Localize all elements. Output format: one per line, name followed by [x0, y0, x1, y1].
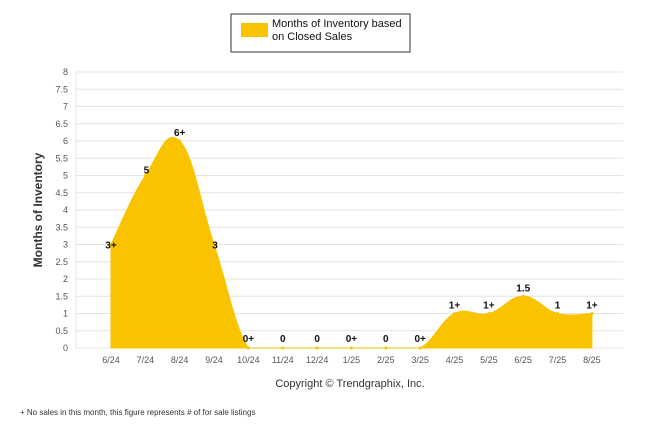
data-point-11/24	[281, 346, 285, 350]
y-tick-label: 6	[63, 136, 68, 146]
y-tick-label: 1	[63, 309, 68, 319]
data-point-8/24	[178, 139, 182, 143]
data-labels: 3+ 5 6+ 3 0+ 0 0 0+ 0 0+ 1+ 1+ 1.5 1 1+	[105, 128, 597, 345]
y-tick-label: 2.5	[55, 257, 68, 267]
y-tick-label: 7	[63, 102, 68, 112]
x-tick-label: 7/24	[137, 355, 155, 365]
data-label: 5	[144, 166, 150, 177]
y-tick-label: 7.5	[55, 84, 68, 94]
y-tick-label: 3	[63, 240, 68, 250]
data-point-7/25	[556, 312, 560, 315]
data-label: 6+	[174, 128, 186, 139]
x-tick-label: 4/25	[446, 355, 464, 365]
data-label: 1.5	[516, 283, 530, 294]
x-tick-label: 1/25	[343, 355, 361, 365]
data-point-6/24	[109, 243, 113, 246]
x-tick-label: 11/24	[272, 355, 294, 365]
y-tick-label: 6.5	[55, 119, 68, 129]
data-point-10/24	[246, 346, 250, 350]
data-label: 0	[280, 334, 286, 345]
area-fill	[110, 136, 593, 349]
y-tick-label: 3.5	[55, 222, 68, 232]
x-tick-label: 3/25	[411, 355, 429, 365]
y-tick-label: 8	[63, 67, 68, 77]
data-point-1/25	[349, 346, 353, 350]
y-tick-label: 0.5	[55, 326, 68, 336]
data-point-12/24	[315, 346, 319, 350]
y-tick-label: 1.5	[55, 291, 68, 301]
x-tick-label: 6/25	[514, 355, 532, 365]
x-tick-label: 9/24	[205, 355, 223, 365]
y-tick-label: 5	[63, 171, 68, 181]
data-label: 1+	[449, 301, 461, 312]
x-tick-label: 10/24	[237, 355, 260, 365]
y-axis-title: Months of Inventory	[31, 152, 45, 267]
x-tick-label: 5/25	[480, 355, 498, 365]
data-point-3/25	[418, 346, 422, 350]
x-tick-label: 2/25	[377, 355, 395, 365]
y-tick-label: 0	[63, 343, 68, 353]
legend: Months of Inventory based on Closed Sale…	[230, 13, 411, 53]
data-label: 1+	[586, 301, 598, 312]
x-tick-label: 6/24	[102, 355, 120, 365]
legend-label-line-1: Months of Inventory based	[272, 18, 402, 30]
x-tick-label: 8/24	[171, 355, 189, 365]
data-point-4/25	[453, 312, 456, 315]
data-label: 3	[212, 241, 218, 252]
y-tick-label: 2	[63, 274, 68, 284]
data-label: 0+	[243, 334, 255, 345]
footnote-text: + No sales in this month, this figure re…	[20, 408, 255, 417]
data-point-5/25	[487, 312, 491, 315]
data-point-7/24	[143, 174, 147, 177]
y-tick-label: 4	[63, 205, 68, 215]
x-tick-label: 12/24	[306, 355, 329, 365]
x-axis-ticks: 6/24 7/24 8/24 9/24 10/24 11/24 12/24 1/25 2/25 3…	[102, 355, 600, 365]
data-point-2/25	[384, 346, 388, 350]
x-tick-label: 7/25	[549, 355, 567, 365]
x-tick-label: 8/25	[583, 355, 601, 365]
data-point-6/25	[521, 294, 525, 298]
area-series	[109, 136, 594, 350]
data-label: 0+	[346, 334, 358, 345]
data-label: 1	[555, 301, 561, 312]
data-label: 3+	[105, 241, 117, 252]
data-label: 0	[314, 334, 320, 345]
legend-label-line-2: on Closed Sales	[272, 31, 353, 43]
data-label: 0	[383, 334, 389, 345]
y-tick-label: 5.5	[55, 153, 68, 163]
data-point-8/25	[590, 312, 594, 315]
y-axis-ticks: 0 0.5 1 1.5 2 2.5 3 3.5 4 4.5 5 5.5 6 6.5 7 7.5 8	[55, 67, 68, 353]
copyright-text: Copyright © Trendgraphix, Inc.	[275, 378, 424, 390]
data-label: 0+	[414, 334, 426, 345]
data-label: 1+	[483, 301, 495, 312]
y-tick-label: 4.5	[55, 188, 68, 198]
legend-swatch	[241, 23, 268, 37]
data-point-9/24	[212, 243, 216, 246]
